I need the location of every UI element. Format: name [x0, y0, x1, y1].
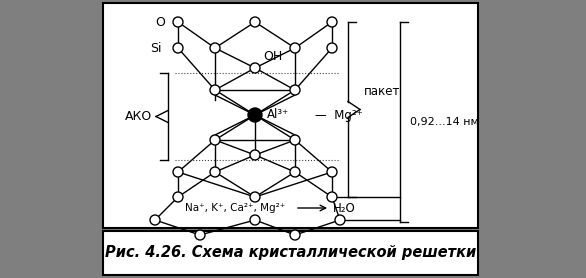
Text: —  Mg²⁺: — Mg²⁺ [315, 108, 363, 121]
Circle shape [290, 167, 300, 177]
Circle shape [327, 192, 337, 202]
Circle shape [150, 215, 160, 225]
Circle shape [250, 150, 260, 160]
Bar [103, 231, 478, 275]
Text: 0,92...14 нм: 0,92...14 нм [410, 117, 479, 127]
Text: пакет: пакет [364, 85, 400, 98]
Circle shape [250, 63, 260, 73]
Circle shape [327, 167, 337, 177]
Circle shape [210, 43, 220, 53]
Circle shape [327, 43, 337, 53]
Circle shape [290, 43, 300, 53]
Circle shape [173, 43, 183, 53]
Circle shape [173, 167, 183, 177]
Text: Al³⁺: Al³⁺ [267, 108, 289, 121]
Circle shape [210, 167, 220, 177]
Circle shape [290, 135, 300, 145]
Circle shape [248, 108, 262, 122]
Circle shape [195, 230, 205, 240]
Circle shape [290, 230, 300, 240]
Circle shape [290, 85, 300, 95]
Text: O: O [155, 16, 165, 29]
Text: OH: OH [263, 49, 282, 63]
Text: Na⁺, K⁺, Ca²⁺, Mg²⁺: Na⁺, K⁺, Ca²⁺, Mg²⁺ [185, 203, 285, 213]
Circle shape [210, 135, 220, 145]
Circle shape [327, 17, 337, 27]
Circle shape [250, 192, 260, 202]
Text: Si: Si [151, 41, 162, 54]
Text: Рис. 4.26. Схема кристаллической решетки: Рис. 4.26. Схема кристаллической решетки [105, 245, 476, 260]
Circle shape [250, 215, 260, 225]
Circle shape [335, 215, 345, 225]
Circle shape [250, 17, 260, 27]
Bar [103, 3, 478, 228]
Text: АКО: АКО [125, 110, 152, 123]
Circle shape [173, 17, 183, 27]
Text: H₂O: H₂O [333, 202, 356, 215]
Circle shape [210, 85, 220, 95]
Circle shape [173, 192, 183, 202]
